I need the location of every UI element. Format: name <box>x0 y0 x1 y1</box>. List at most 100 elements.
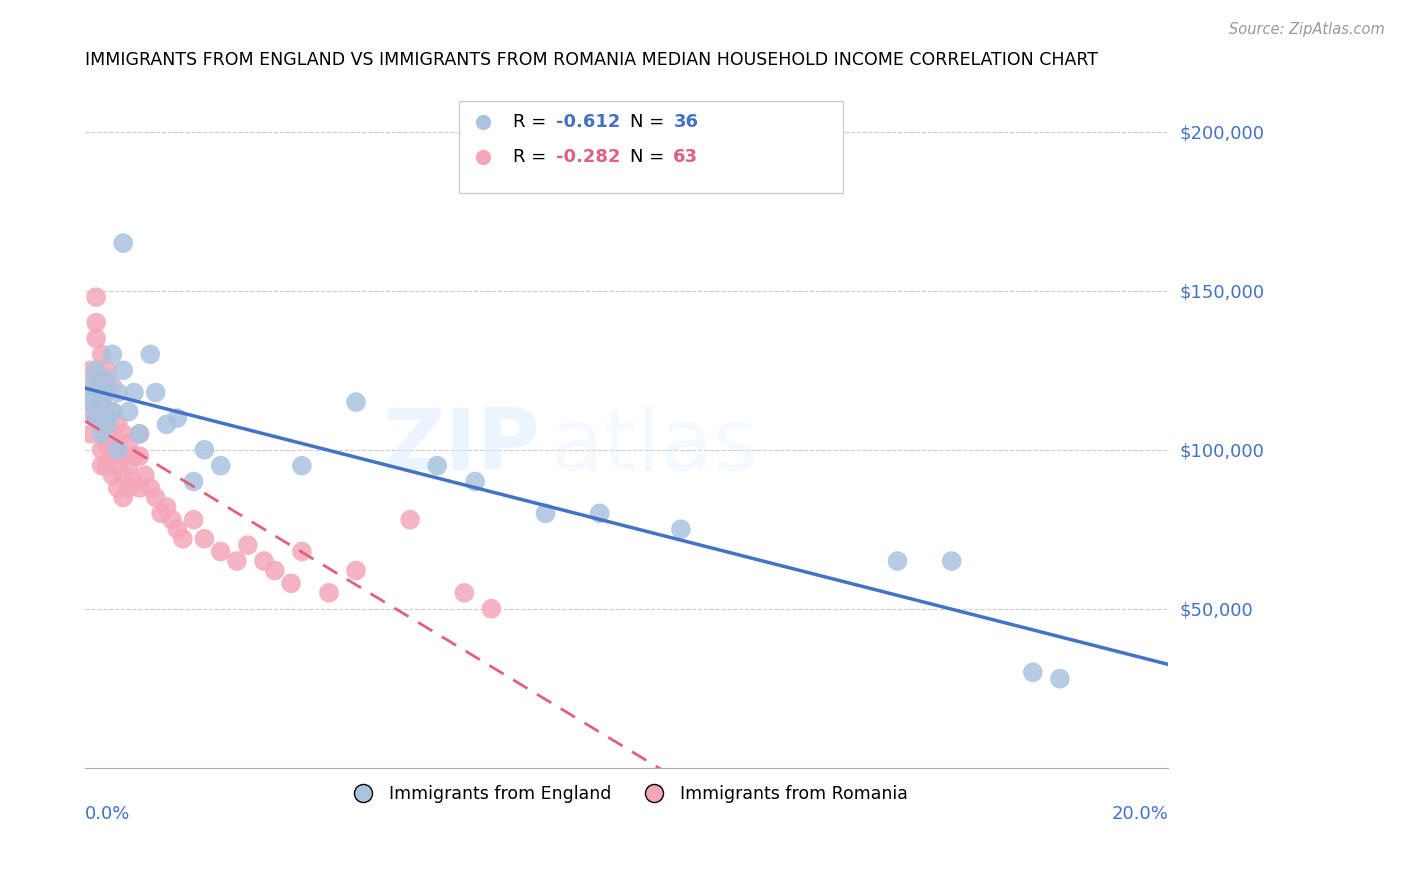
Text: N =: N = <box>630 148 671 166</box>
Point <box>344 564 367 578</box>
Point <box>139 481 162 495</box>
Point <box>84 411 107 425</box>
Point <box>166 411 188 425</box>
Point <box>117 481 139 495</box>
Text: IMMIGRANTS FROM ENGLAND VS IMMIGRANTS FROM ROMANIA MEDIAN HOUSEHOLD INCOME CORRE: IMMIGRANTS FROM ENGLAND VS IMMIGRANTS FR… <box>86 51 1098 69</box>
Point <box>344 395 367 409</box>
Point <box>96 363 118 377</box>
Point <box>426 458 449 473</box>
Point <box>90 385 112 400</box>
Point <box>209 458 232 473</box>
Point <box>84 379 107 393</box>
Point <box>117 458 139 473</box>
Point <box>225 554 247 568</box>
Point <box>96 373 118 387</box>
Text: -0.612: -0.612 <box>557 112 620 131</box>
Point <box>669 522 692 536</box>
Point <box>253 554 276 568</box>
Point <box>145 491 167 505</box>
Point <box>122 385 145 400</box>
Point <box>80 426 103 441</box>
Text: 63: 63 <box>673 148 699 166</box>
Point <box>886 554 908 568</box>
Text: R =: R = <box>513 112 553 131</box>
Text: 36: 36 <box>673 112 699 131</box>
Text: 20.0%: 20.0% <box>1111 805 1168 823</box>
Point <box>122 449 145 463</box>
Point <box>90 395 112 409</box>
Point <box>112 468 135 483</box>
Point <box>107 442 129 457</box>
Point <box>209 544 232 558</box>
Text: Source: ZipAtlas.com: Source: ZipAtlas.com <box>1229 22 1385 37</box>
Point <box>101 426 124 441</box>
Point <box>453 586 475 600</box>
Point <box>128 426 150 441</box>
Text: 0.0%: 0.0% <box>86 805 131 823</box>
Text: atlas: atlas <box>551 405 759 488</box>
Point <box>101 347 124 361</box>
Point <box>96 411 118 425</box>
Point <box>128 481 150 495</box>
Point <box>90 458 112 473</box>
Point <box>107 458 129 473</box>
Point <box>96 458 118 473</box>
Point <box>80 404 103 418</box>
Point <box>193 532 215 546</box>
Point <box>80 379 103 393</box>
Point <box>107 442 129 457</box>
Point <box>117 436 139 450</box>
Text: -0.282: -0.282 <box>557 148 621 166</box>
Point <box>112 236 135 251</box>
Point <box>122 475 145 489</box>
Point <box>183 513 205 527</box>
Point <box>155 417 177 432</box>
Point <box>101 404 124 418</box>
Point <box>90 417 112 432</box>
Point <box>80 395 103 409</box>
Point <box>145 385 167 400</box>
Point <box>90 395 112 409</box>
Text: R =: R = <box>513 148 553 166</box>
Point <box>101 404 124 418</box>
Point <box>107 417 129 432</box>
Point <box>90 426 112 441</box>
Point <box>236 538 259 552</box>
Point <box>193 442 215 457</box>
Point <box>155 500 177 514</box>
Point <box>172 532 194 546</box>
Text: ZIP: ZIP <box>382 405 540 488</box>
Point <box>128 449 150 463</box>
Point <box>90 442 112 457</box>
Point <box>84 363 107 377</box>
Point <box>1022 665 1045 680</box>
Point <box>1049 672 1071 686</box>
Point <box>464 475 486 489</box>
Point <box>291 458 314 473</box>
Point <box>84 316 107 330</box>
Point <box>318 586 340 600</box>
Point <box>166 522 188 536</box>
Point <box>96 385 118 400</box>
Point <box>96 436 118 450</box>
Point <box>183 475 205 489</box>
Point <box>399 513 422 527</box>
Point <box>534 507 557 521</box>
Point <box>112 426 135 441</box>
Point <box>107 385 129 400</box>
Point <box>117 404 139 418</box>
Point <box>291 544 314 558</box>
Point <box>101 379 124 393</box>
Point <box>589 507 612 521</box>
Point <box>96 417 118 432</box>
Point <box>280 576 302 591</box>
Point <box>941 554 963 568</box>
Point <box>84 290 107 304</box>
Point <box>84 411 107 425</box>
Point <box>90 347 112 361</box>
Point <box>112 491 135 505</box>
Point <box>80 363 103 377</box>
Point <box>479 601 502 615</box>
Point <box>128 426 150 441</box>
Point <box>101 468 124 483</box>
